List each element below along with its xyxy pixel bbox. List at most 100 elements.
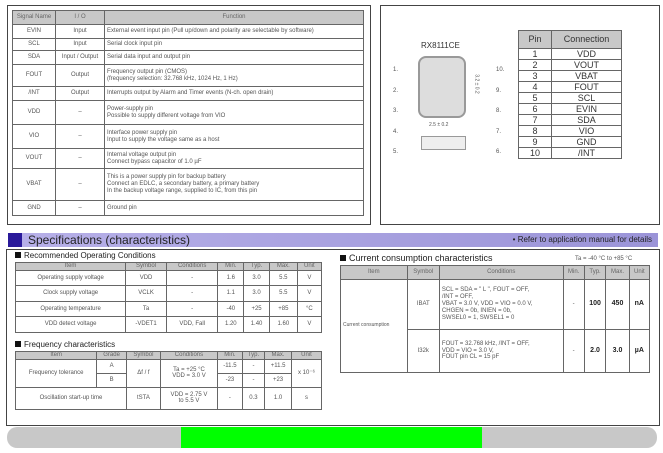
value: - [241, 372, 266, 388]
pin-number: 1 [518, 48, 552, 60]
grade: A [96, 358, 127, 374]
package-side-view [421, 136, 466, 150]
col-header: Grade [96, 351, 127, 360]
table-row: VOUT – Internal voltage output pin Connect… [12, 148, 364, 169]
io-type: – [55, 148, 105, 169]
item: Current consumption [340, 279, 408, 373]
pin-connection: GND [551, 136, 622, 148]
table-row: 8 VIO [518, 125, 622, 137]
function: This is a power supply pin for backup ba… [104, 168, 364, 201]
table-row: 1 VDD [518, 48, 622, 60]
col-header: Pin [518, 30, 552, 49]
table-cell: Oscillation start-up time [15, 386, 127, 410]
table-cell: µA [628, 329, 651, 373]
signal-name: SCL [12, 38, 56, 51]
table-row: Operating supply voltage VDD -1.6 3.0 5.5 V [14, 269, 323, 287]
table-row: Operating temperature Ta - -40 +25 +85 °C [14, 300, 323, 318]
pin-number: 7 [518, 114, 552, 126]
table-cell: IBAT [406, 279, 440, 330]
table-row: B -23- +23 [16, 372, 322, 388]
table-row: 4 FOUT [518, 81, 622, 93]
col-header: Conditions [438, 265, 564, 280]
table-cell: VCLK [125, 285, 167, 302]
scrollbar-thumb[interactable] [181, 427, 483, 448]
pin-connection: SDA [551, 114, 622, 126]
application-manual-note: • Refer to application manual for detail… [512, 235, 652, 244]
value: - [241, 358, 266, 374]
col-header: Symbol [406, 265, 440, 280]
function: Interface power supply pin Input to supp… [104, 124, 364, 149]
header-row: Item Symbol Conditions Min. Typ. Max. Unit [14, 262, 323, 271]
function: Ground pin [104, 200, 364, 216]
pin-connection: FOUT [551, 81, 622, 93]
table-cell: 1.1 [217, 285, 245, 302]
table-cell: nA [628, 279, 651, 330]
conditions: Ta = +25 °C VDD = 3.0 V [159, 358, 219, 388]
pin-number: 4 [518, 81, 552, 93]
table-cell: 1.20 [217, 316, 245, 333]
col-header: Typ. [241, 351, 266, 360]
table-cell: Operating supply voltage [14, 269, 127, 287]
col-header: Min. [562, 265, 585, 280]
pin-number: 9 [518, 136, 552, 148]
pin-number: 5 [518, 92, 552, 104]
table-cell: 450 [605, 279, 630, 330]
specifications-heading: Specifications (characteristics) • Refer… [8, 233, 658, 247]
value: -23 [217, 372, 243, 388]
package-drawing [418, 56, 466, 118]
function: Interrupts output by Alarm and Timer eve… [104, 86, 364, 101]
table-cell: 2.0 [583, 329, 607, 373]
table-cell: -40 [217, 300, 245, 318]
table-row: VDD – Power-supply pin Possible to supply … [12, 100, 364, 125]
table-cell: 1.60 [268, 316, 298, 333]
col-header: Item [340, 265, 408, 280]
pin-connection: VDD [551, 48, 622, 60]
table-row: VIO – Interface power supply pin Input to … [12, 124, 364, 149]
item: Frequency tolerance [14, 358, 98, 388]
table-row: Current consumption IBAT SCL = SDA = " L "… [340, 279, 651, 373]
io-type: Output [55, 64, 105, 87]
dim-height: 3.2 ± 0.2 [473, 74, 480, 94]
header-row: Item Symbol Conditions Min. Typ. Max. Unit [340, 265, 651, 280]
table-cell: V [296, 316, 323, 333]
table-cell: +85 [268, 300, 298, 318]
table-row: 5 SCL [518, 92, 622, 104]
pin-number: 8 [518, 125, 552, 137]
table-cell: SCL = SDA = " L ", FOUT = OFF, /INT = OF… [438, 279, 564, 330]
table-cell: - [165, 269, 219, 287]
table-cell: 1.0 [264, 386, 293, 410]
table-cell: V [296, 269, 323, 287]
value: -11.5 [217, 358, 243, 374]
roc-title: Recommended Operating Conditions [15, 251, 156, 260]
table-row: SCL Input Serial clock input pin [12, 38, 364, 51]
table-cell: 0.3 [241, 386, 266, 410]
freq-title: Frequency characteristics [15, 340, 115, 349]
signal-name: GND [12, 200, 56, 216]
unit: x 10⁻⁶ [291, 358, 322, 388]
table-row: EVIN Input External event input pin (Pull … [12, 24, 364, 39]
pin-number: 2 [518, 59, 552, 71]
table-cell: V [296, 285, 323, 302]
pin-connection: VBAT [551, 70, 622, 82]
table-cell: FOUT = 32.768 kHz, /INT = OFF, VDD = VIO… [438, 329, 564, 373]
col-header: Conditions [159, 351, 219, 360]
function: Power-supply pin Possible to supply diff… [104, 100, 364, 125]
table-row: VBAT – This is a power supply pin for back… [12, 168, 364, 201]
table-cell: +25 [243, 300, 270, 318]
col-header: Symbol [125, 351, 161, 360]
io-type: Input [55, 38, 105, 51]
io-type: – [55, 200, 105, 216]
pin-connection: VOUT [551, 59, 622, 71]
horizontal-scrollbar[interactable] [7, 427, 657, 448]
current-title: Current consumption characteristics [340, 253, 493, 263]
pin-number: 3 [518, 70, 552, 82]
table-cell: - [165, 285, 219, 302]
table-cell: Clock supply voltage [14, 285, 127, 302]
symbol: Δf / f [125, 358, 161, 388]
col-header: Item [14, 351, 98, 360]
pin-label: 10. [496, 67, 505, 73]
col-header: Max. [264, 351, 293, 360]
table-cell: VDD detect voltage [14, 316, 127, 333]
col-header: Typ. [243, 262, 270, 271]
table-cell: Ta [125, 300, 167, 318]
